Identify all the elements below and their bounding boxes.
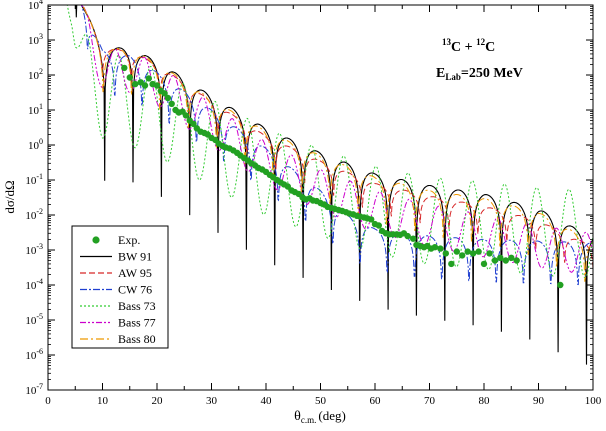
reaction-label: 13C + 12C (442, 37, 495, 55)
exp-data-point (491, 257, 499, 264)
x-tick-label: 40 (261, 395, 273, 407)
exp-data-point (368, 216, 375, 223)
exp-data-point (190, 120, 197, 128)
y-tick-label: 100 (28, 137, 43, 152)
exp-data-point (475, 248, 482, 255)
exp-data-point (410, 235, 417, 242)
exp-data-point (145, 75, 152, 82)
legend-label: Bass 77 (118, 316, 156, 330)
y-axis-title: dσ/dΩ (2, 180, 17, 213)
legend: Exp. BW 91 AW 95 CW 76 Bass 73 Bass 77 Bass 80 (71, 225, 169, 349)
curves-group (66, 5, 593, 365)
legend-label: Exp. (118, 233, 140, 247)
exp-data-point (437, 245, 444, 252)
energy-label: ELab=250 MeV (436, 66, 523, 82)
x-tick-label: 0 (45, 395, 51, 407)
legend-label: BW 91 (118, 250, 152, 264)
series-aw-95 (82, 5, 593, 269)
exp-data-point (497, 254, 504, 261)
exp-data-point (141, 82, 149, 89)
x-tick-label: 80 (479, 395, 491, 407)
exp-data-point (121, 64, 128, 72)
exp-data-point (375, 222, 382, 229)
exp-data-point (164, 94, 172, 102)
exp-data-point (168, 100, 175, 108)
y-tick-label: 10-5 (25, 312, 43, 327)
y-tick-label: 103 (28, 32, 43, 47)
exp-data-point (161, 90, 168, 97)
exp-data-point (480, 260, 488, 268)
legend-box (71, 225, 169, 349)
exp-data-point (126, 74, 133, 81)
legend-entries: Exp. BW 91 AW 95 CW 76 Bass 73 Bass 77 Bass 80 (80, 233, 156, 346)
x-tick-label: 60 (370, 395, 382, 407)
y-tick-label: 104 (28, 0, 43, 12)
y-tick-label: 101 (28, 102, 43, 117)
exp-data-point (182, 112, 190, 119)
exp-data-point (508, 254, 515, 261)
exp-data-point (153, 82, 161, 89)
exp-data-point (486, 250, 493, 257)
exp-data-point (464, 248, 471, 255)
exp-data-point (453, 248, 460, 255)
legend-item-bass-77: Bass 77 (80, 316, 156, 330)
x-tick-label: 30 (206, 395, 218, 407)
series-cw-76 (81, 5, 593, 286)
y-tick-label: 102 (28, 67, 43, 82)
legend-label: Bass 80 (118, 332, 156, 346)
exp-data-point (557, 281, 564, 289)
exp-data-point (442, 250, 449, 257)
exp-data-point (502, 257, 509, 264)
exp-data-point (431, 244, 439, 251)
x-tick-label: 70 (424, 395, 436, 407)
exp-points-group (121, 64, 564, 289)
x-tick-label: 20 (152, 395, 164, 407)
y-tick-label: 10-6 (25, 347, 43, 362)
legend-item-bass-80: Bass 80 (80, 332, 156, 346)
exp-data-point (284, 183, 291, 190)
legend-label: AW 95 (118, 266, 152, 280)
legend-label: CW 76 (118, 283, 152, 297)
legend-item-aw-95: AW 95 (80, 266, 152, 280)
y-tick-label: 10-3 (25, 242, 43, 257)
y-tick-label: 10-4 (25, 277, 43, 292)
x-axis-title: θc.m. (deg) (294, 408, 346, 425)
x-tick-label: 90 (533, 395, 545, 407)
legend-item-bw-91: BW 91 (80, 250, 152, 264)
legend-exp-marker (92, 236, 100, 244)
exp-data-point (513, 257, 520, 264)
series-bass-80 (81, 5, 593, 282)
legend-item-exp: Exp. (92, 233, 140, 247)
legend-label: Bass 73 (118, 299, 156, 313)
y-tick-label: 10-7 (25, 382, 43, 397)
y-tick-label: 10-2 (25, 207, 43, 222)
legend-item-bass-73: Bass 73 (80, 299, 156, 313)
exp-data-point (132, 80, 139, 88)
x-tick-label: 10 (97, 395, 109, 407)
exp-data-point (469, 250, 477, 257)
exp-data-point (448, 260, 455, 268)
ticks-group: 0 10 20 30 40 50 60 70 80 90 100 10-7 10-6 10-5 10-4 10… (25, 0, 601, 407)
series-bass-77 (80, 5, 593, 273)
y-tick-label: 10-1 (25, 172, 43, 187)
exp-data-point (404, 232, 411, 240)
x-tick-label: 50 (315, 395, 327, 407)
x-tick-label: 100 (585, 395, 602, 407)
exp-data-point (459, 252, 466, 259)
legend-item-cw-76: CW 76 (80, 283, 152, 297)
